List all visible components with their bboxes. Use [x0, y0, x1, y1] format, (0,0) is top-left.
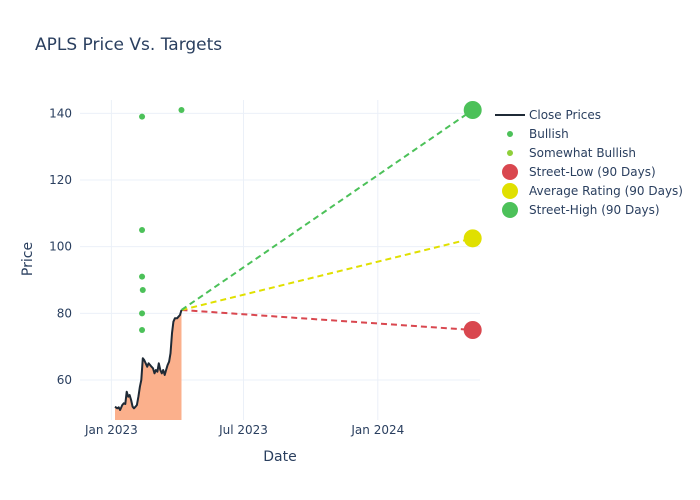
bullish-rating-point	[139, 273, 146, 280]
legend-label: Street-High (90 Days)	[529, 203, 660, 217]
legend-item-street-low-90-days: Street-Low (90 Days)	[502, 164, 656, 180]
legend-swatch	[507, 150, 513, 156]
x-axis-label: Date	[263, 449, 296, 465]
bullish-rating-point	[139, 227, 146, 233]
legend-label: Average Rating (90 Days)	[529, 184, 683, 198]
y-tick-label: 120	[49, 173, 72, 187]
legend-label: Bullish	[529, 127, 569, 141]
bullish-rating-point	[139, 310, 146, 317]
legend: Close Prices Bullish Somewhat Bullish Stree…	[495, 108, 683, 218]
scatter-points	[139, 107, 185, 333]
legend-label: Close Prices	[529, 108, 601, 122]
x-tick-label: Jan 2024	[350, 423, 404, 437]
legend-label: Street-Low (90 Days)	[529, 165, 656, 179]
legend-swatch	[502, 164, 518, 180]
y-tick-label: 80	[57, 306, 72, 320]
legend-item-average-rating-90-days: Average Rating (90 Days)	[502, 183, 683, 199]
average-rating-90-days-marker	[463, 229, 482, 248]
legend-item-somewhat-bullish: Somewhat Bullish	[507, 146, 636, 160]
bullish-rating-point	[139, 287, 146, 293]
legend-swatch	[502, 183, 518, 199]
x-axis: Jan 2023 Jul 2023 Jan 2024	[84, 423, 404, 437]
street-high-90-days-line	[180, 109, 474, 311]
legend-swatch	[507, 131, 513, 137]
x-tick-label: Jul 2023	[218, 423, 268, 437]
legend-label: Somewhat Bullish	[529, 146, 636, 160]
legend-item-close-prices: Close Prices	[495, 108, 601, 122]
close-price-line	[114, 309, 183, 411]
target-markers	[463, 101, 482, 339]
street-low-90-days-marker	[463, 321, 482, 339]
y-tick-label: 140	[49, 106, 72, 120]
bullish-rating-point	[178, 107, 185, 113]
average-rating-90-days-line	[181, 237, 473, 311]
target-lines	[180, 109, 474, 331]
bullish-rating-point	[139, 327, 146, 333]
x-tick-label: Jan 2023	[84, 423, 138, 437]
legend-swatch	[502, 202, 518, 218]
legend-item-street-high-90-days: Street-High (90 Days)	[502, 202, 660, 218]
grid	[80, 100, 480, 420]
legend-item-bullish: Bullish	[507, 127, 569, 141]
y-axis: 60 80 100 120 140	[49, 106, 72, 387]
bullish-rating-point	[139, 113, 146, 120]
street-high-90-days-marker	[463, 101, 482, 119]
street-low-90-days-line	[181, 309, 473, 331]
close-line-layer	[114, 309, 183, 411]
y-axis-label: Price	[20, 242, 36, 276]
y-tick-label: 60	[57, 373, 72, 387]
chart-title: APLS Price Vs. Targets	[35, 35, 222, 55]
y-tick-label: 100	[49, 240, 72, 254]
